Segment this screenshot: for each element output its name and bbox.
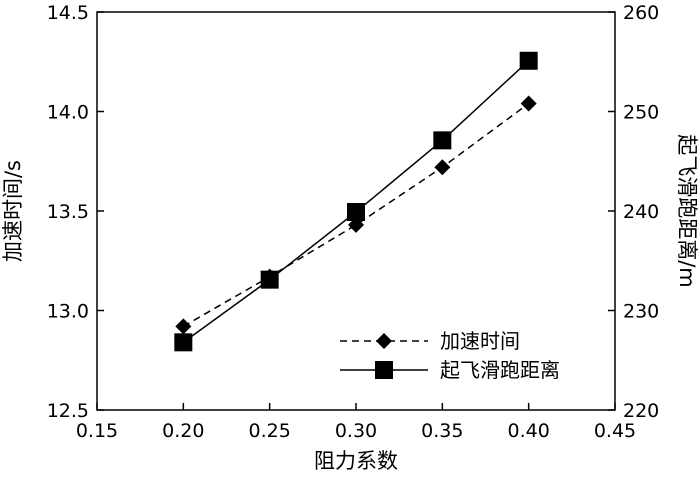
- x-tick-label: 0.35: [421, 420, 463, 442]
- series-layer: [174, 51, 538, 352]
- acceleration-time-point: [175, 318, 192, 335]
- takeoff-distance-point: [174, 333, 193, 352]
- acceleration-time-point: [434, 159, 451, 176]
- left-y-tick-label: 12.5: [47, 400, 89, 422]
- takeoff-distance-point: [433, 131, 452, 150]
- takeoff-distance-series-line: [182, 60, 530, 343]
- right-y-tick-label: 240: [623, 201, 659, 223]
- acceleration-time-point: [520, 95, 537, 112]
- x-tick-label: 0.25: [249, 420, 291, 442]
- x-axis-title: 阻力系数: [314, 449, 398, 473]
- x-tick-label: 0.15: [76, 420, 118, 442]
- acceleration-time-series-line: [182, 102, 530, 328]
- legend-takeoff-distance-label: 起飞滑跑距离: [440, 358, 560, 382]
- x-tick-label: 0.20: [162, 420, 204, 442]
- right-axis-title: 起飞滑跑距离/m: [675, 134, 699, 288]
- right-y-tick-label: 230: [623, 301, 659, 323]
- legend-takeoff-distance-marker: [375, 361, 393, 379]
- left-y-tick-label: 14.5: [47, 2, 89, 24]
- right-y-tick-label: 220: [623, 400, 659, 422]
- left-axis-title: 加速时间/s: [1, 160, 25, 262]
- left-y-tick-label: 14.0: [47, 102, 89, 124]
- takeoff-distance-point: [260, 270, 279, 289]
- x-tick-label: 0.40: [508, 420, 550, 442]
- x-tick-label: 0.45: [594, 420, 636, 442]
- legend-acceleration-time-label: 加速时间: [440, 329, 520, 353]
- right-y-tick-label: 260: [623, 2, 659, 24]
- x-tick-label: 0.30: [335, 420, 377, 442]
- takeoff-distance-point: [519, 51, 538, 70]
- ticks-layer: 0.15 0.20 0.25 0.30 0.35 0.40 0.45 12.5 13.0 13.5…: [47, 2, 660, 442]
- takeoff-distance-point: [347, 202, 365, 221]
- left-y-tick-label: 13.5: [47, 201, 89, 223]
- legend-acceleration-time-marker: [376, 333, 392, 349]
- left-y-tick-label: 13.0: [47, 301, 89, 323]
- right-y-tick-label: 250: [623, 102, 659, 124]
